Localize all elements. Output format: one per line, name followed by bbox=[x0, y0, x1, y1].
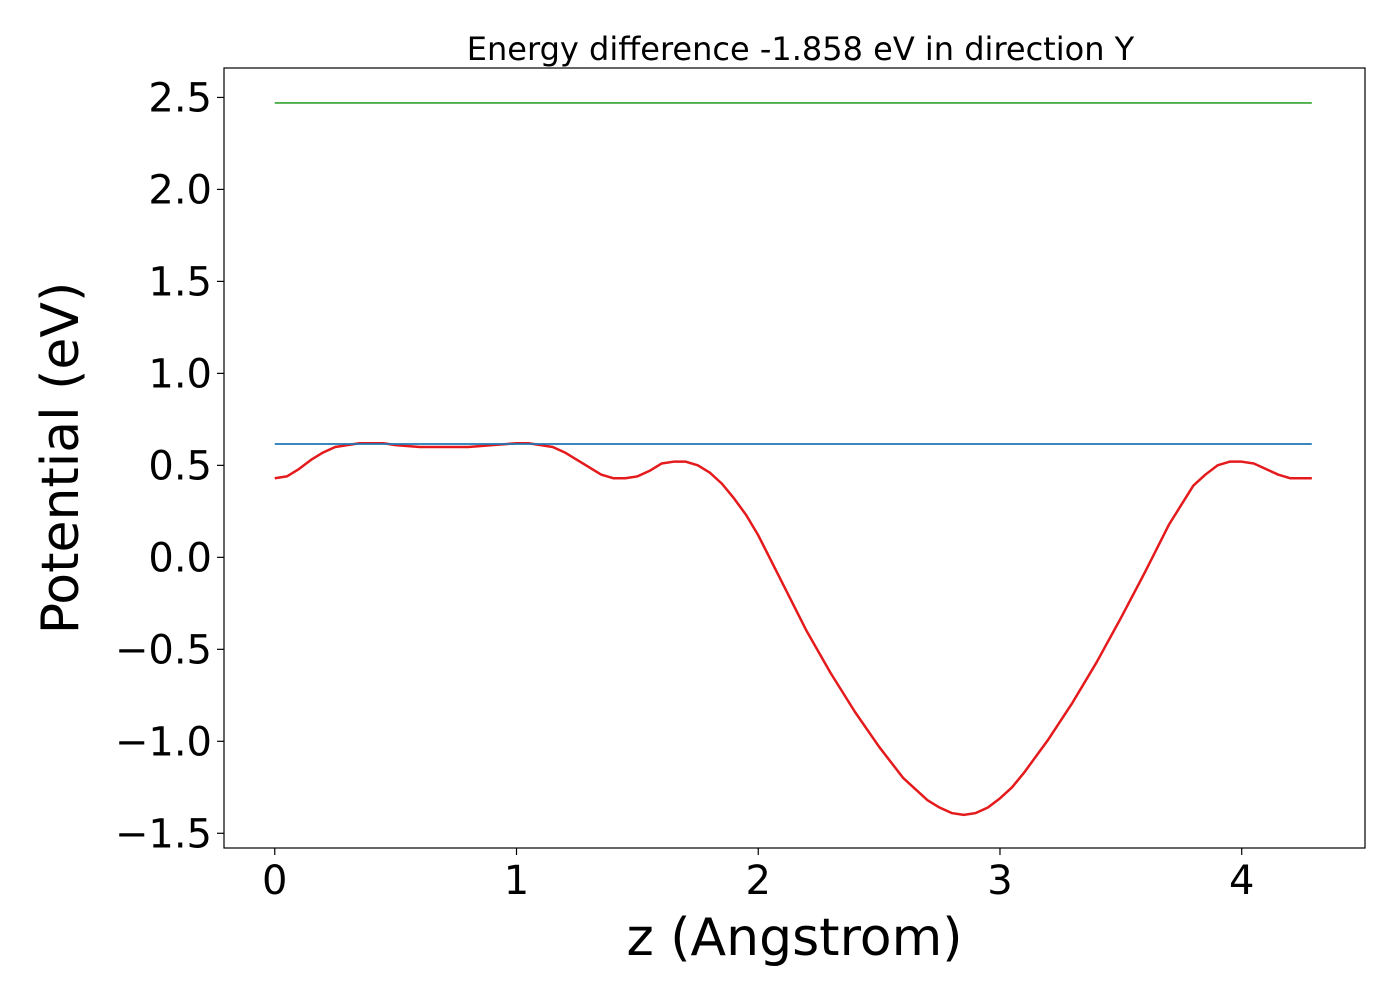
y-tick-label: 1.5 bbox=[148, 259, 212, 305]
series-line-1 bbox=[274, 442, 1312, 817]
ticks-layer: 0 1 2 3 4 −1.5 −1.0 −0.5 0.0 0.5 1.0 1.5 2.0 2.5 bbox=[115, 75, 1255, 904]
y-tick-label: 0.5 bbox=[148, 443, 212, 489]
y-axis-label: Potential (eV) bbox=[31, 282, 91, 634]
series-layer bbox=[274, 102, 1312, 817]
y-tick-label: 0.0 bbox=[148, 535, 212, 581]
y-tick-label: 2.0 bbox=[148, 167, 212, 213]
x-tick-label: 1 bbox=[504, 858, 529, 904]
y-tick-label: 1.0 bbox=[148, 351, 212, 397]
x-tick-label: 4 bbox=[1229, 858, 1254, 904]
y-tick-label: 2.5 bbox=[148, 75, 212, 121]
chart-title: Energy difference -1.858 eV in direction… bbox=[467, 30, 1135, 68]
y-tick-label: −0.5 bbox=[115, 627, 212, 673]
y-tick-label: −1.5 bbox=[115, 811, 212, 857]
x-tick-label: 0 bbox=[262, 858, 287, 904]
y-tick-label: −1.0 bbox=[115, 719, 212, 765]
x-axis-label: z (Angstrom) bbox=[626, 908, 962, 968]
plot-frame bbox=[223, 67, 1366, 849]
x-tick-label: 2 bbox=[746, 858, 771, 904]
x-tick-label: 3 bbox=[987, 858, 1012, 904]
